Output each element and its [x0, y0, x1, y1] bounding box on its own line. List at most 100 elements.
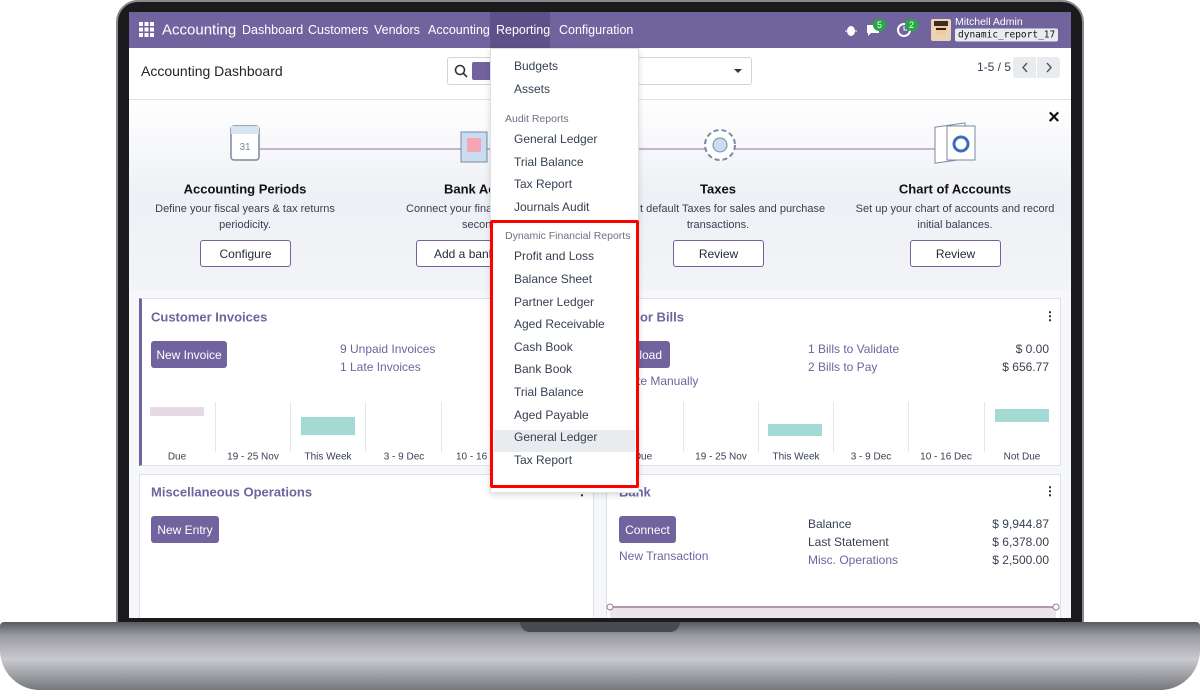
- page-title: Accounting Dashboard: [141, 63, 283, 79]
- menu-item[interactable]: Accounting: [428, 23, 490, 37]
- search-icon: [454, 64, 468, 78]
- pager-prev[interactable]: [1013, 57, 1036, 78]
- menu-item[interactable]: Trial Balance: [514, 154, 584, 169]
- card-menu[interactable]: ⋮: [1044, 484, 1056, 498]
- bank-graph-area: [610, 607, 1056, 618]
- menu-item[interactable]: General Ledger: [514, 430, 598, 445]
- journal-title[interactable]: Customer Invoices: [151, 309, 268, 325]
- graph-label: Due: [167, 451, 187, 463]
- user-name[interactable]: Mitchell Admin: [955, 16, 1023, 28]
- highlight-box: [490, 220, 639, 488]
- journal-button[interactable]: Connect: [619, 516, 676, 543]
- pager-arrows: [1022, 62, 1052, 73]
- menu-item[interactable]: Profit and Loss: [514, 249, 595, 264]
- journal-link[interactable]: te Manually: [637, 374, 699, 388]
- graph-label: 19 - 25 Nov: [227, 451, 279, 463]
- reporting-dropdown: [490, 48, 639, 493]
- graph-bar: [150, 407, 204, 416]
- card-menu[interactable]: ⋮: [1044, 309, 1056, 323]
- graph-bar: [995, 409, 1049, 422]
- journal-link[interactable]: Misc. Operations: [808, 553, 899, 567]
- graph-divider: [365, 402, 366, 452]
- menu-item[interactable]: Journals Audit: [514, 199, 590, 214]
- close-onboarding[interactable]: ×: [1048, 106, 1060, 129]
- menu-item[interactable]: General Ledger: [514, 132, 598, 146]
- step-title: Accounting Periods: [183, 181, 307, 197]
- screen: Accounting Dashboard Customers Vendors A…: [129, 12, 1071, 618]
- menu-item[interactable]: Aged Receivable: [514, 317, 605, 332]
- menu-item[interactable]: Cash Book: [514, 339, 573, 354]
- step-text: Define your fiscal years & tax returns: [155, 203, 335, 215]
- graph-label: 19 - 25 Nov: [695, 451, 747, 463]
- graph-divider: [290, 402, 291, 452]
- journal-link[interactable]: 1 Bills to Validate: [808, 342, 900, 356]
- graph-divider: [758, 402, 759, 452]
- graph-label: 3 - 9 Dec: [383, 451, 425, 463]
- journal-link[interactable]: 1 Late Invoices: [340, 360, 421, 374]
- debug-icon[interactable]: [845, 23, 857, 37]
- step-button[interactable]: Review: [910, 240, 1001, 267]
- search-toggle[interactable]: [733, 67, 743, 75]
- menu-item[interactable]: Configuration: [559, 23, 634, 37]
- journal-card: [606, 474, 1061, 618]
- graph-bar: [301, 417, 355, 435]
- journal-button[interactable]: New Entry: [151, 516, 219, 543]
- row-label: Balance: [808, 517, 852, 531]
- step-text: Set up your chart of accounts and record: [855, 203, 1055, 215]
- menu-item[interactable]: Customers: [308, 23, 369, 37]
- step-text: secon: [462, 219, 492, 231]
- taxes-icon: [704, 129, 736, 161]
- step-title: Bank Ac: [444, 181, 496, 197]
- graph-label: 3 - 9 Dec: [850, 451, 892, 463]
- step-text: initial balances.: [917, 219, 993, 231]
- amount: $ 0.00: [1015, 342, 1049, 356]
- amount: $ 656.77: [1002, 360, 1049, 374]
- journal-link[interactable]: 9 Unpaid Invoices: [340, 342, 436, 356]
- step-title: Taxes: [700, 181, 736, 197]
- pager-next[interactable]: [1037, 57, 1060, 78]
- menu-item[interactable]: Partner Ledger: [514, 294, 595, 309]
- step-text: Connect your finan: [406, 203, 499, 215]
- pager: 1-5 / 5: [977, 60, 1012, 74]
- calendar-icon: 31: [230, 125, 260, 161]
- menu-item[interactable]: Reporting: [496, 23, 551, 37]
- menu-item[interactable]: Trial Balance: [514, 385, 584, 399]
- amount: $ 9,944.87: [992, 517, 1049, 531]
- amount: $ 2,500.00: [992, 553, 1049, 567]
- avatar[interactable]: [931, 19, 951, 41]
- laptop-base: [0, 622, 1200, 690]
- menu-item[interactable]: Tax Report: [514, 452, 573, 467]
- bank-graph-line: [606, 603, 1060, 611]
- amount: $ 6,378.00: [992, 535, 1049, 549]
- filter-facet[interactable]: [472, 62, 492, 80]
- graph-label: 10 - 16 Dec: [920, 451, 972, 463]
- menu-item[interactable]: Bank Book: [514, 362, 573, 377]
- graph-divider: [984, 402, 985, 452]
- hover-highlight: [494, 430, 635, 452]
- menu-item[interactable]: Assets: [514, 82, 551, 96]
- menu-item[interactable]: Aged Payable: [514, 407, 589, 422]
- chat-badge: 5: [873, 19, 887, 31]
- journal-button[interactable]: New Invoice: [151, 341, 227, 368]
- journal-link[interactable]: 2 Bills to Pay: [808, 360, 878, 374]
- row-label: Last Statement: [808, 535, 889, 549]
- menu-item[interactable]: Dashboard: [242, 23, 304, 37]
- graph-label: This Week: [772, 451, 820, 463]
- app-name[interactable]: Accounting: [162, 21, 237, 39]
- menu-item[interactable]: Vendors: [374, 23, 420, 37]
- journal-title[interactable]: Miscellaneous Operations: [151, 484, 313, 500]
- active-menu-bg: [490, 12, 550, 48]
- journal-link[interactable]: New Transaction: [619, 549, 709, 563]
- apps-icon[interactable]: [139, 22, 154, 37]
- graph-divider: [908, 402, 909, 452]
- step-button[interactable]: Configure: [200, 240, 291, 267]
- menu-item[interactable]: Tax Report: [514, 177, 573, 192]
- journal-title[interactable]: dor Bills: [632, 309, 685, 325]
- menu-item[interactable]: Balance Sheet: [514, 272, 593, 286]
- menu-item[interactable]: Budgets: [514, 59, 559, 73]
- graph-label: Due: [633, 451, 653, 463]
- laptop-notch: [520, 622, 680, 632]
- step-button[interactable]: Review: [673, 240, 764, 267]
- graph-bar: [768, 424, 822, 436]
- graph-label: Not Due: [1003, 451, 1041, 463]
